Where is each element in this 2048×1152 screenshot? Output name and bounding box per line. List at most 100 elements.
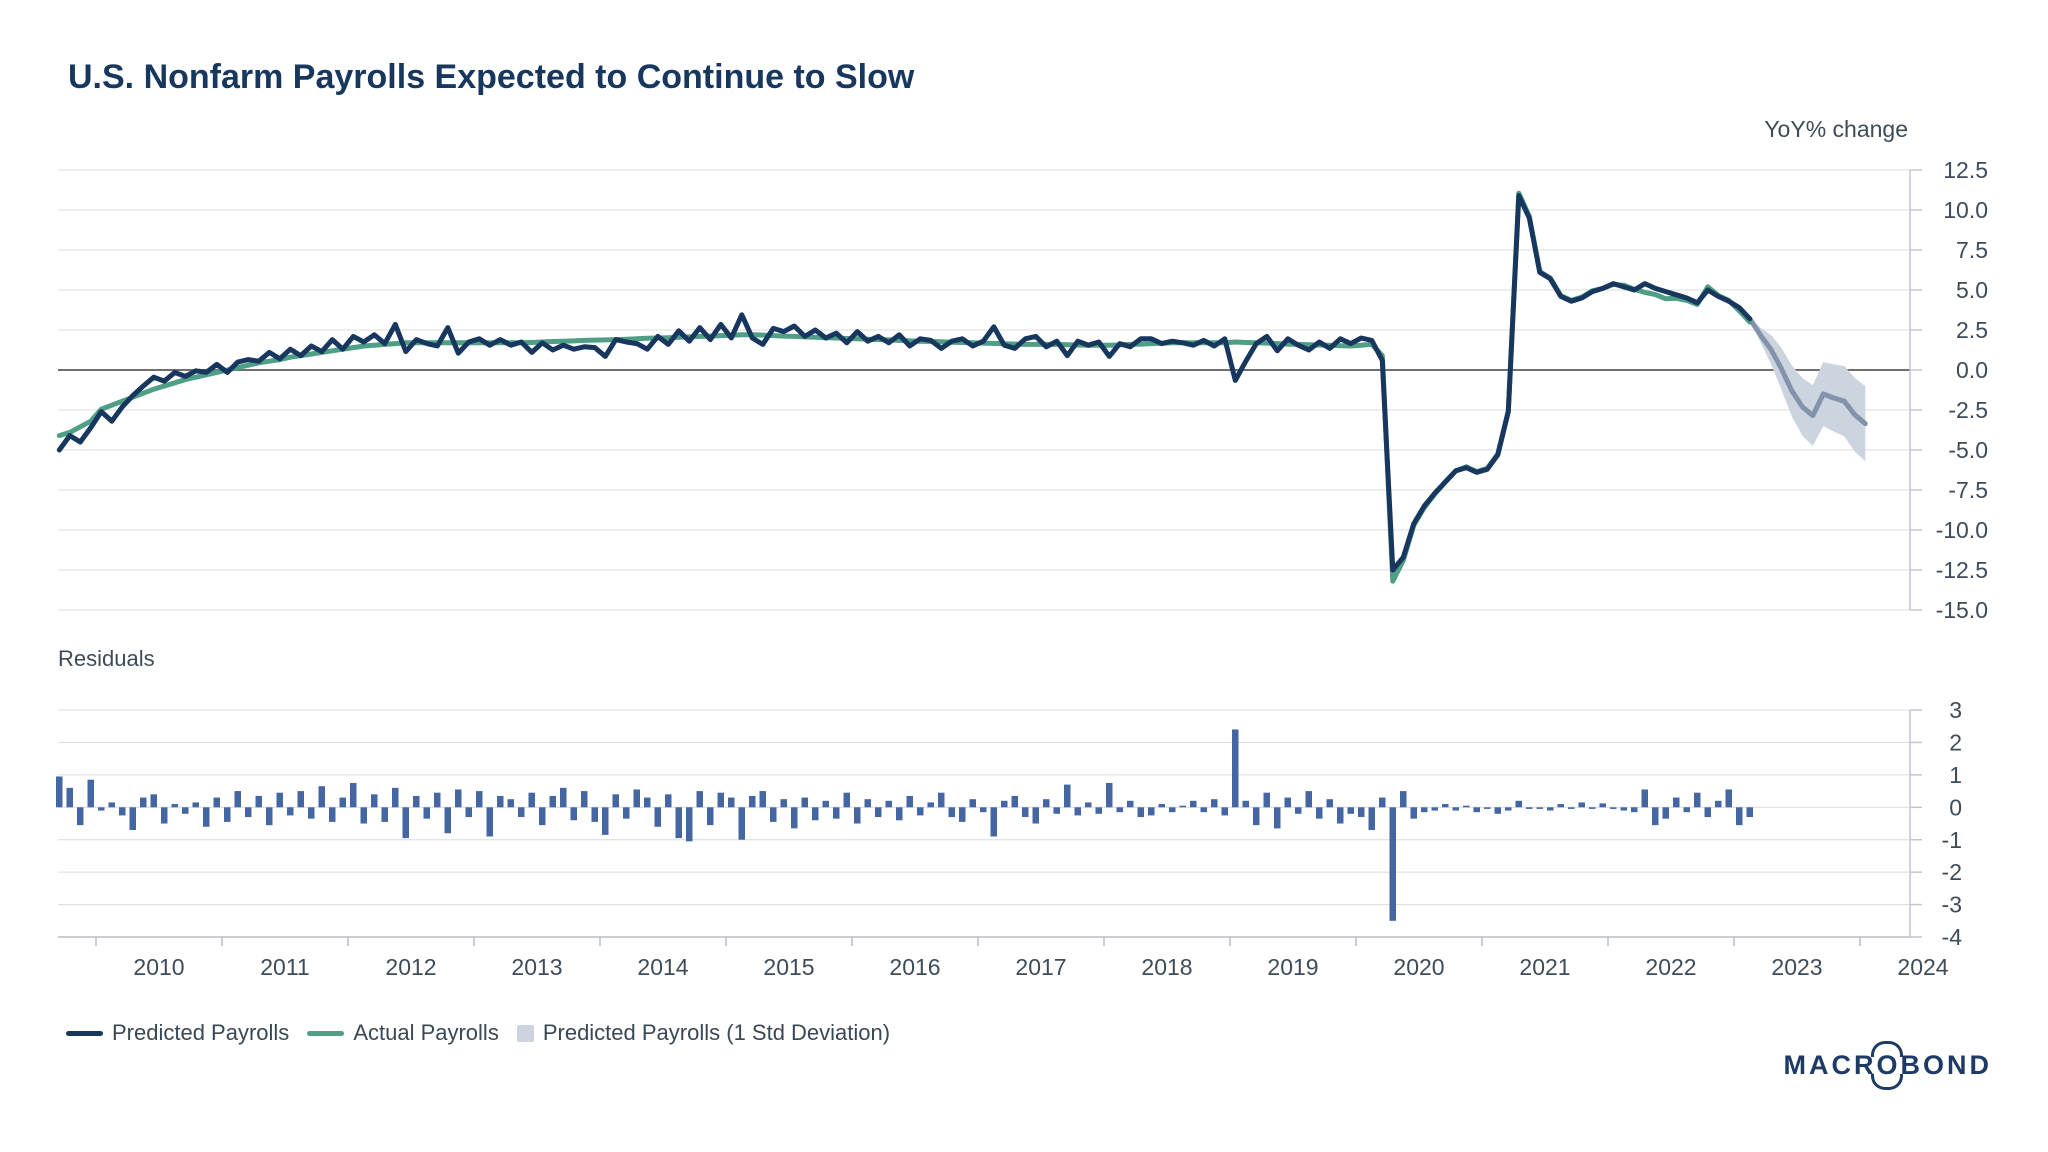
- residual-bar: [1620, 807, 1627, 811]
- residual-bar: [444, 807, 451, 834]
- residual-bar: [623, 807, 630, 819]
- residual-bar: [780, 799, 787, 808]
- residual-bar: [549, 795, 556, 808]
- residual-ytick-label: -3: [1942, 892, 1962, 918]
- residual-bar: [812, 807, 819, 821]
- residual-bar: [1431, 807, 1438, 811]
- residual-bar: [1557, 804, 1564, 808]
- year-tick-label: 2021: [1519, 954, 1570, 980]
- residual-bar: [801, 797, 808, 808]
- main-ytick-label: -5.0: [1948, 437, 1988, 463]
- residual-bar: [1410, 807, 1417, 819]
- residual-bar: [948, 807, 955, 818]
- legend-item-predicted: Predicted Payrolls: [66, 1020, 289, 1046]
- residual-bar: [1515, 800, 1522, 808]
- residual-bar: [896, 807, 903, 821]
- legend-label-band: Predicted Payrolls (1 Std Deviation): [542, 1020, 891, 1045]
- residual-bar: [990, 807, 997, 837]
- residual-bar: [707, 807, 714, 826]
- residual-bar: [56, 776, 63, 808]
- residual-bar: [413, 795, 420, 808]
- residual-bar: [728, 797, 735, 808]
- residual-bar: [1148, 807, 1155, 816]
- residual-bar: [1578, 802, 1585, 808]
- year-tick-label: 2020: [1393, 954, 1444, 980]
- residual-bar: [1368, 807, 1375, 831]
- residual-bar: [675, 807, 682, 839]
- residual-bar: [980, 807, 987, 813]
- residual-bar: [87, 779, 94, 808]
- residual-bar: [854, 807, 861, 824]
- residual-bar: [539, 807, 546, 826]
- residual-bar: [1316, 807, 1323, 819]
- residual-bar: [66, 787, 73, 808]
- residual-bar: [1211, 799, 1218, 808]
- residual-bar: [1725, 789, 1732, 808]
- legend-label-predicted: Predicted Payrolls: [112, 1020, 290, 1045]
- residual-bar: [213, 797, 220, 808]
- year-tick-label: 2012: [385, 954, 436, 980]
- year-tick-label: 2024: [1897, 954, 1948, 980]
- residual-bar: [602, 807, 609, 835]
- residual-bar: [1032, 807, 1039, 824]
- residual-bar: [791, 807, 798, 829]
- forecast-line: [1747, 316, 1868, 427]
- residual-ytick-label: 0: [1949, 794, 1962, 820]
- main-ytick-label: 10.0: [1943, 197, 1988, 223]
- residual-bar: [318, 786, 325, 808]
- residual-bar: [1526, 807, 1533, 809]
- residual-bar: [255, 795, 262, 808]
- forecast-band: [1749, 317, 1866, 462]
- residual-bar: [1536, 807, 1543, 809]
- residual-bar: [1190, 800, 1197, 808]
- residual-bar: [1095, 807, 1102, 814]
- main-ytick-label: 0.0: [1956, 357, 1988, 383]
- logo-text-o: O: [1876, 1050, 1901, 1080]
- residual-bar: [360, 807, 367, 824]
- residual-bar: [1421, 807, 1428, 813]
- residual-bar: [140, 797, 147, 808]
- residual-bar: [108, 802, 115, 808]
- residual-bar: [350, 782, 357, 808]
- actual-line: [56, 190, 1753, 584]
- residual-bar: [864, 799, 871, 808]
- residual-bar: [822, 800, 829, 808]
- main-ytick-label: 2.5: [1956, 317, 1988, 343]
- chart-legend: Predicted Payrolls Actual Payrolls Predi…: [66, 1020, 890, 1046]
- residual-bar: [434, 792, 441, 808]
- residual-bar: [1494, 807, 1501, 814]
- residual-bar: [1473, 807, 1480, 813]
- legend-swatch-actual: [307, 1030, 345, 1036]
- legend-item-actual: Actual Payrolls: [307, 1020, 499, 1046]
- residual-bar: [1074, 807, 1081, 816]
- residual-bar: [1242, 800, 1249, 808]
- logo-text-post: BOND: [1900, 1050, 1992, 1080]
- residual-bar: [1263, 792, 1270, 808]
- residual-bar: [1631, 807, 1638, 813]
- residual-bar: [308, 807, 315, 819]
- main-ytick-label: -12.5: [1936, 557, 1988, 583]
- residual-bar: [1358, 807, 1365, 818]
- residual-bar: [1673, 797, 1680, 808]
- residual-bar: [1400, 791, 1407, 808]
- residual-bar: [1347, 807, 1354, 814]
- residual-bar: [150, 794, 157, 808]
- residual-bar: [1505, 807, 1512, 811]
- residual-ytick-label: -1: [1942, 827, 1962, 853]
- residual-bar: [1547, 807, 1554, 811]
- residual-bar: [1704, 807, 1711, 818]
- legend-label-actual: Actual Payrolls: [353, 1020, 499, 1045]
- residual-bar: [297, 791, 304, 808]
- residual-bar: [1106, 782, 1113, 808]
- residual-ytick-label: -2: [1942, 859, 1962, 885]
- residual-bar: [98, 807, 105, 811]
- residual-bar: [1305, 791, 1312, 808]
- residual-bar: [182, 807, 189, 814]
- logo-text-pre: MACR: [1783, 1050, 1877, 1080]
- residual-bar: [1169, 807, 1176, 813]
- residual-bar: [1389, 807, 1396, 921]
- residual-bar: [1064, 784, 1071, 808]
- residual-bar: [287, 807, 294, 816]
